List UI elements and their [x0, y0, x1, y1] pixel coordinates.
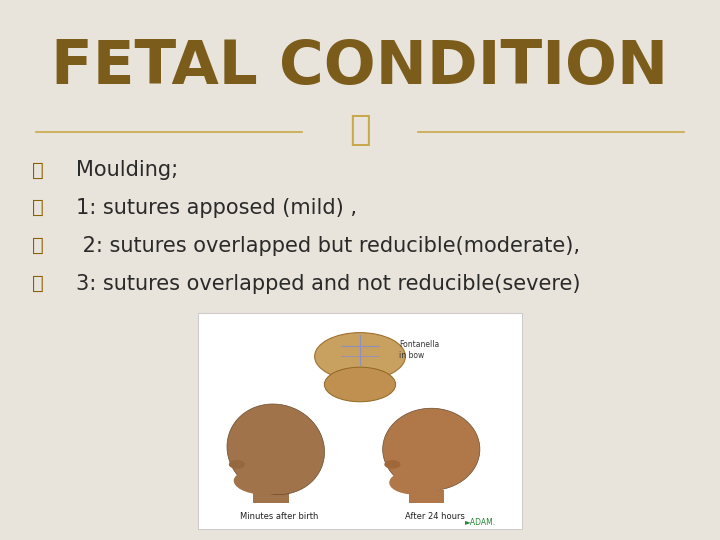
Text: 𝓢: 𝓢: [349, 113, 371, 146]
Text: ༿: ༿: [32, 160, 44, 180]
FancyBboxPatch shape: [198, 313, 522, 529]
Text: 2: sutures overlapped but reducible(moderate),: 2: sutures overlapped but reducible(mode…: [76, 235, 580, 256]
Text: ༿: ༿: [32, 198, 44, 218]
Text: 3: sutures overlapped and not reducible(severe): 3: sutures overlapped and not reducible(…: [76, 273, 580, 294]
Text: Moulding;: Moulding;: [76, 160, 178, 180]
Text: ༿: ༿: [32, 236, 44, 255]
Text: ༿: ༿: [32, 274, 44, 293]
Text: FETAL CONDITION: FETAL CONDITION: [51, 38, 669, 97]
Text: 1: sutures apposed (mild) ,: 1: sutures apposed (mild) ,: [76, 198, 356, 218]
